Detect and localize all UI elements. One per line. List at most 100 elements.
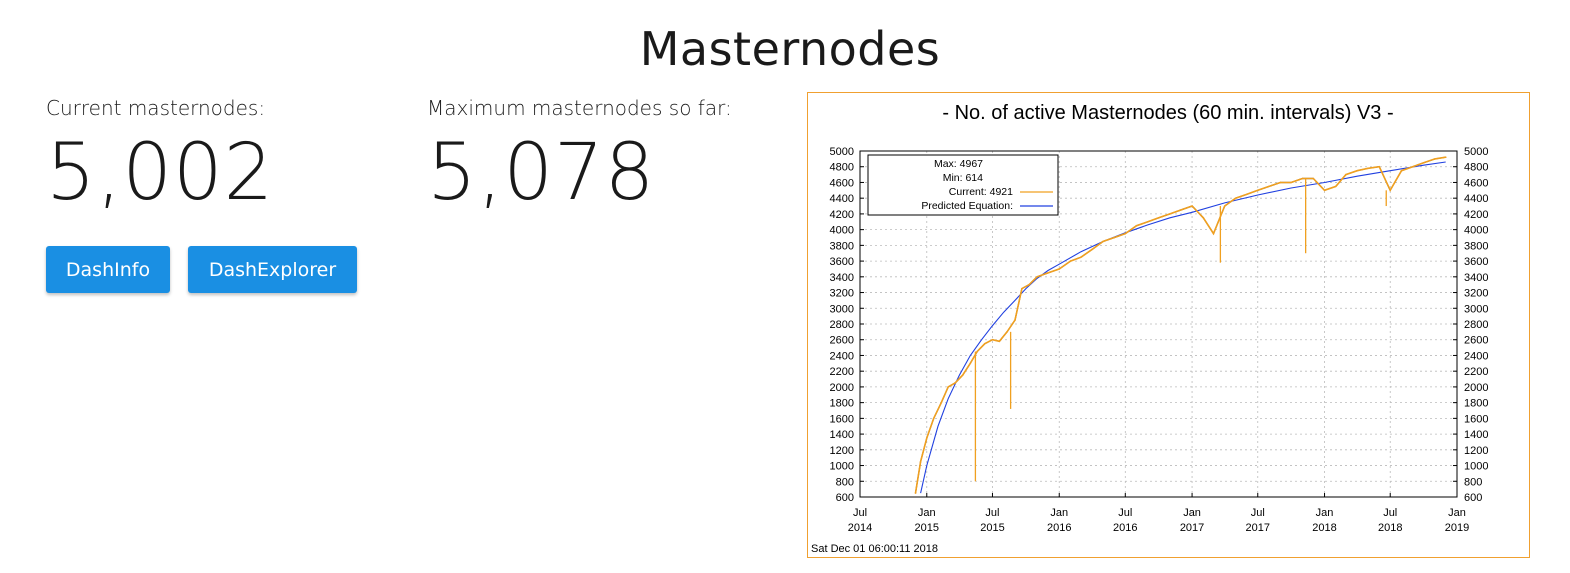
series-actual-point	[1268, 185, 1270, 188]
series-actual-point	[1113, 236, 1116, 239]
series-actual-point	[1411, 165, 1414, 168]
series-actual-point	[1080, 256, 1082, 258]
y-tick-label-left: 2200	[830, 366, 854, 378]
x-tick-label-month: Jul	[1383, 507, 1397, 519]
y-tick-label-left: 1000	[830, 461, 854, 473]
series-actual-point	[954, 382, 956, 384]
x-tick-label-month: Jul	[985, 507, 999, 519]
y-tick-label-right: 2800	[1464, 319, 1488, 331]
y-tick-label-left: 1200	[830, 445, 854, 457]
series-actual-point	[1400, 169, 1403, 172]
series-actual-point	[1102, 240, 1104, 243]
y-tick-label-right: 2200	[1464, 366, 1488, 378]
series-actual-point	[984, 342, 986, 345]
y-tick-label-left: 600	[836, 492, 854, 504]
series-actual-point	[1202, 217, 1205, 219]
y-tick-label-right: 800	[1464, 476, 1482, 488]
series-actual-point	[1389, 189, 1392, 192]
chart-title: - No. of active Masternodes (60 min. int…	[942, 102, 1393, 124]
series-actual-point	[1234, 197, 1237, 199]
y-tick-label-left: 4000	[830, 225, 854, 237]
masternodes-chart: - No. of active Masternodes (60 min. int…	[807, 92, 1530, 558]
current-masternodes-stat: Current masternodes: 5,002	[46, 96, 274, 218]
current-masternodes-label: Current masternodes:	[46, 96, 266, 120]
series-actual-point	[1069, 260, 1072, 262]
series-actual-point	[1091, 248, 1094, 251]
maximum-masternodes-value: 5,078	[427, 128, 656, 218]
y-tick-label-right: 1000	[1464, 461, 1488, 473]
series-actual-point	[1323, 189, 1326, 192]
series-actual-point	[1279, 181, 1282, 184]
y-tick-label-left: 3200	[830, 288, 854, 300]
maximum-masternodes-stat: Maximum masternodes so far: 5,078	[427, 96, 732, 218]
legend-entry-label: Max: 4967	[934, 158, 983, 170]
series-actual-point	[1191, 205, 1193, 207]
series-actual-point	[1301, 177, 1304, 180]
chart-legend: Max: 4967 Min: 614 Current: 4921 Predicted …	[867, 154, 1059, 216]
maximum-masternodes-label: Maximum masternodes so far:	[427, 96, 732, 120]
y-tick-label-right: 3200	[1464, 288, 1488, 300]
series-actual-point	[1356, 169, 1358, 172]
series-actual-point	[1256, 189, 1259, 192]
x-tick-label-year: 2017	[1180, 522, 1204, 534]
series-actual-point	[1212, 232, 1215, 235]
x-tick-label-year: 2015	[915, 522, 939, 534]
series-actual-point	[940, 401, 943, 404]
x-tick-label-month: Jan	[1448, 507, 1466, 519]
series-actual-point	[1047, 272, 1049, 274]
x-tick-label-year: 2018	[1378, 522, 1402, 534]
y-tick-label-left: 4800	[830, 162, 854, 174]
chart-series	[914, 156, 1447, 494]
series-actual-point	[1006, 331, 1008, 333]
y-tick-label-left: 5000	[830, 146, 854, 158]
y-tick-label-left: 2000	[830, 382, 854, 394]
dashexplorer-button[interactable]: DashExplorer	[188, 246, 357, 293]
series-actual-point	[991, 338, 994, 341]
y-tick-label-left: 2800	[830, 319, 854, 331]
y-tick-label-right: 1200	[1464, 445, 1488, 457]
x-tick-label-month: Jul	[1118, 507, 1132, 519]
y-tick-label-right: 1800	[1464, 398, 1488, 410]
series-actual-point	[919, 460, 922, 463]
series-actual-point	[914, 492, 917, 494]
series-actual-point	[998, 340, 1001, 343]
x-tick-label-year: 2015	[980, 522, 1004, 534]
y-tick-label-left: 4200	[830, 209, 854, 221]
y-tick-label-left: 2600	[830, 335, 854, 347]
page-title: Masternodes	[639, 22, 941, 76]
series-actual-point	[976, 350, 979, 353]
chart-axes: 600 600 800 800 1000 1000 1200 1200 1400 1400 1600…	[830, 146, 1489, 534]
x-tick-label-month: Jan	[918, 507, 936, 519]
legend-box	[867, 154, 1059, 216]
series-actual-point	[1444, 156, 1447, 159]
series-actual-point	[925, 437, 928, 439]
series-actual-point	[1146, 220, 1149, 223]
x-tick-label-year: 2018	[1312, 522, 1336, 534]
y-tick-label-left: 1400	[830, 429, 854, 441]
dashinfo-button[interactable]: DashInfo	[46, 246, 170, 293]
y-tick-label-right: 4600	[1464, 177, 1488, 189]
series-actual-point	[1434, 158, 1436, 160]
series-actual-point	[1028, 283, 1030, 286]
series-actual-point	[1157, 217, 1160, 219]
y-tick-label-left: 3000	[830, 303, 854, 315]
y-tick-label-left: 4400	[830, 193, 854, 205]
x-tick-label-month: Jan	[1183, 507, 1201, 519]
y-tick-label-left: 1600	[830, 413, 854, 425]
x-tick-label-year: 2016	[1047, 522, 1071, 534]
y-tick-label-left: 3400	[830, 272, 854, 284]
y-tick-label-right: 600	[1464, 492, 1482, 504]
x-tick-label-year: 2014	[848, 522, 872, 534]
y-tick-label-right: 4400	[1464, 193, 1488, 205]
y-tick-label-left: 4600	[830, 177, 854, 189]
y-tick-label-right: 3400	[1464, 272, 1488, 284]
series-actual-point	[969, 362, 972, 365]
series-actual-point	[1124, 232, 1127, 235]
y-tick-label-right: 5000	[1464, 146, 1488, 158]
y-tick-label-left: 1800	[830, 398, 854, 410]
series-actual-point	[1180, 209, 1182, 211]
y-tick-label-left: 3800	[830, 240, 854, 252]
series-actual-point	[1036, 276, 1038, 278]
series-actual-point	[932, 417, 935, 420]
y-tick-label-right: 3800	[1464, 240, 1488, 252]
